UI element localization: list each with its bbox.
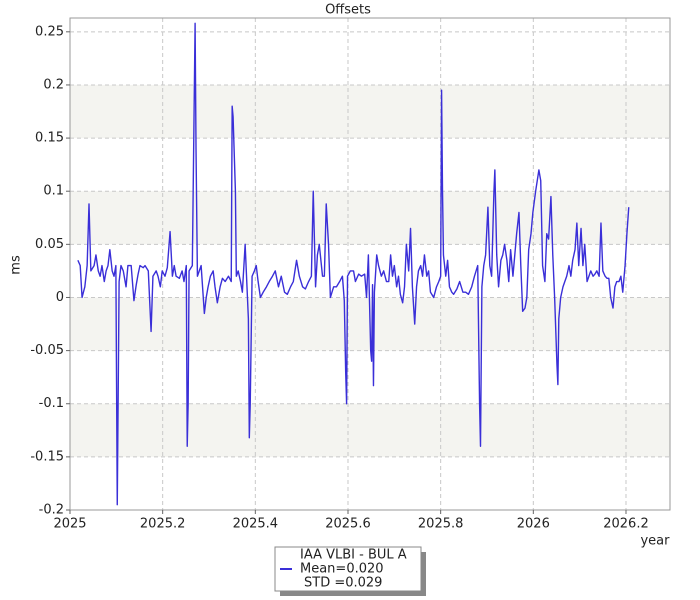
y-tick-label: -0.05 [30, 343, 64, 358]
x-tick-label: 2025.2 [140, 517, 186, 532]
x-tick-label: 2025.6 [325, 517, 371, 532]
x-tick-label: 2026 [517, 517, 550, 532]
plot-frame [69, 17, 671, 511]
x-tick-label: 2026.2 [603, 517, 649, 532]
grid-band [70, 403, 670, 457]
x-axis-label: year [640, 534, 670, 549]
x-tick-label: 2025.4 [233, 517, 279, 532]
y-tick-label: 0.2 [43, 77, 64, 92]
y-tick-label: 0.25 [35, 24, 64, 39]
y-tick-label: 0.05 [35, 237, 64, 252]
legend-stat: STD =0.029 [304, 576, 382, 591]
legend-label: IAA VLBI - BUL A [300, 548, 407, 563]
grid-band [70, 84, 670, 139]
y-tick-label: -0.1 [39, 396, 64, 411]
y-axis-label: ms [9, 255, 24, 275]
y-tick-label: -0.2 [39, 503, 64, 518]
x-tick-label: 2025.8 [418, 517, 464, 532]
y-tick-label: 0 [56, 290, 64, 305]
y-tick-label: -0.15 [30, 449, 64, 464]
y-tick-label: 0.1 [43, 184, 64, 199]
chart-title: Offsets [325, 3, 371, 18]
legend-box [274, 546, 422, 592]
x-tick-label: 2025 [53, 517, 86, 532]
legend-stat: Mean=0.020 [300, 562, 384, 577]
legend: IAA VLBI - BUL A Mean=0.020 STD =0.029 [274, 546, 426, 596]
data-line [77, 22, 630, 506]
y-tick-label: 0.15 [35, 131, 64, 146]
